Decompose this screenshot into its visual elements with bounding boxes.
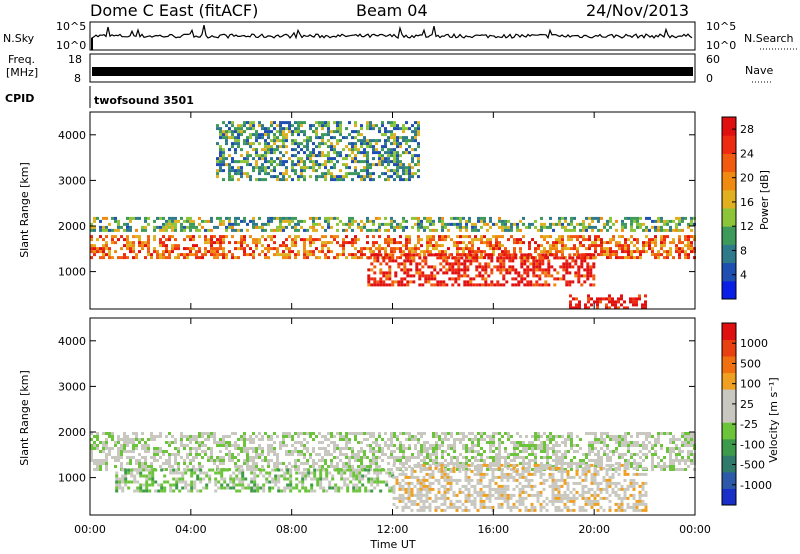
colorbar-segment (722, 189, 736, 209)
nave-label: Nave (745, 64, 773, 77)
colorbar-segment (722, 405, 736, 423)
colorbar-tick-label: -500 (740, 459, 765, 472)
colorbar-tick-label: 100 (740, 378, 761, 391)
colorbar-tick-label: -25 (740, 418, 758, 431)
beam-title: Beam 04 (356, 1, 428, 20)
colorbar-tick-label: 25 (740, 398, 754, 411)
colorbar-tick-label: 16 (740, 196, 754, 209)
colorbar-segment (722, 153, 736, 173)
colorbar-segment (722, 226, 736, 245)
colorbar-tick-label: -1000 (740, 479, 772, 492)
range-tick-label: 2000 (58, 220, 86, 233)
colorbar-tick-label: 24 (740, 147, 754, 160)
colorbar-segment (722, 135, 736, 154)
power-panel-frame (89, 111, 696, 310)
colorbar-segment (722, 438, 736, 456)
time-tick-label: 04:00 (175, 523, 207, 536)
date-title: 24/Nov/2013 (586, 1, 689, 20)
nsearch-label: N.Search (744, 32, 794, 45)
nave-tick-top: 60 (706, 53, 720, 66)
time-axis-label: Time UT (369, 538, 415, 551)
nsky-label: N.Sky (3, 32, 35, 45)
range-tick-label: 2000 (58, 426, 86, 439)
freq-tick-bottom: 8 (74, 72, 81, 85)
velocity-heatmap (90, 432, 696, 512)
colorbar-tick-label: 28 (740, 123, 754, 136)
range-tick-label: 3000 (58, 174, 86, 187)
velocity-ylabel: Slant Range [km] (18, 370, 31, 466)
colorbar-tick-label: 8 (740, 244, 747, 257)
time-tick-label: 16:00 (477, 523, 509, 536)
power-heatmap (90, 121, 696, 310)
colorbar-segment (722, 244, 736, 264)
colorbar-segment (722, 323, 736, 340)
range-tick-label: 1000 (58, 472, 86, 485)
range-tick-label: 4000 (58, 129, 86, 142)
power-colorbar-label: Power [dB] (758, 170, 771, 230)
time-tick-label: 08:00 (276, 523, 308, 536)
colorbar-tick-label: 12 (740, 220, 754, 233)
colorbar-tick-label: 1000 (740, 337, 768, 350)
velocity-colorbar-label: Velocity [m s⁻¹] (767, 377, 780, 462)
cpid-label: CPID (5, 92, 34, 105)
colorbar-segment (722, 171, 736, 191)
nsky-strip-frame (89, 21, 696, 51)
freq-unit: [MHz] (6, 66, 38, 79)
time-tick-label: 20:00 (578, 523, 610, 536)
freq-trace (92, 67, 693, 76)
colorbar-segment (722, 208, 736, 227)
freq-strip-frame (89, 53, 696, 83)
time-tick-label: 12:00 (377, 523, 409, 536)
colorbar-segment (722, 471, 736, 489)
range-tick-label: 4000 (58, 335, 86, 348)
colorbar-tick-label: 4 (740, 269, 747, 282)
colorbar-segment (722, 372, 736, 390)
nsearch-tick-bottom: 10^0 (706, 39, 736, 52)
nsky-trace (91, 24, 693, 50)
nave-tick-bottom: 0 (706, 72, 713, 85)
radar-title: Dome C East (fitACF) (90, 1, 258, 20)
colorbar-tick-label: 20 (740, 172, 754, 185)
freq-tick-top: 18 (68, 53, 82, 66)
colorbar-segment (722, 488, 736, 506)
nsearch-tick-top: 10^5 (706, 20, 736, 33)
power-ylabel: Slant Range [km] (18, 162, 31, 258)
colorbar-segment (722, 339, 736, 357)
colorbar-segment (722, 455, 736, 473)
nsky-tick-top: 10^5 (56, 20, 86, 33)
range-tick-label: 3000 (58, 380, 86, 393)
colorbar-tick-label: 500 (740, 357, 761, 370)
colorbar-segment (722, 422, 736, 440)
colorbar-segment (722, 262, 736, 282)
colorbar-segment (722, 117, 736, 136)
time-tick-label: 00:00 (679, 523, 711, 536)
freq-label: Freq. (8, 53, 35, 66)
colorbar-segment (722, 389, 736, 407)
colorbar-tick-label: -100 (740, 438, 765, 451)
range-tick-label: 1000 (58, 266, 86, 279)
colorbar-segment (722, 280, 736, 300)
time-tick-label: 00:00 (74, 523, 106, 536)
nsky-tick-bottom: 10^0 (56, 39, 86, 52)
colorbar-segment (722, 356, 736, 374)
cpid-value: twofsound 3501 (94, 94, 194, 107)
